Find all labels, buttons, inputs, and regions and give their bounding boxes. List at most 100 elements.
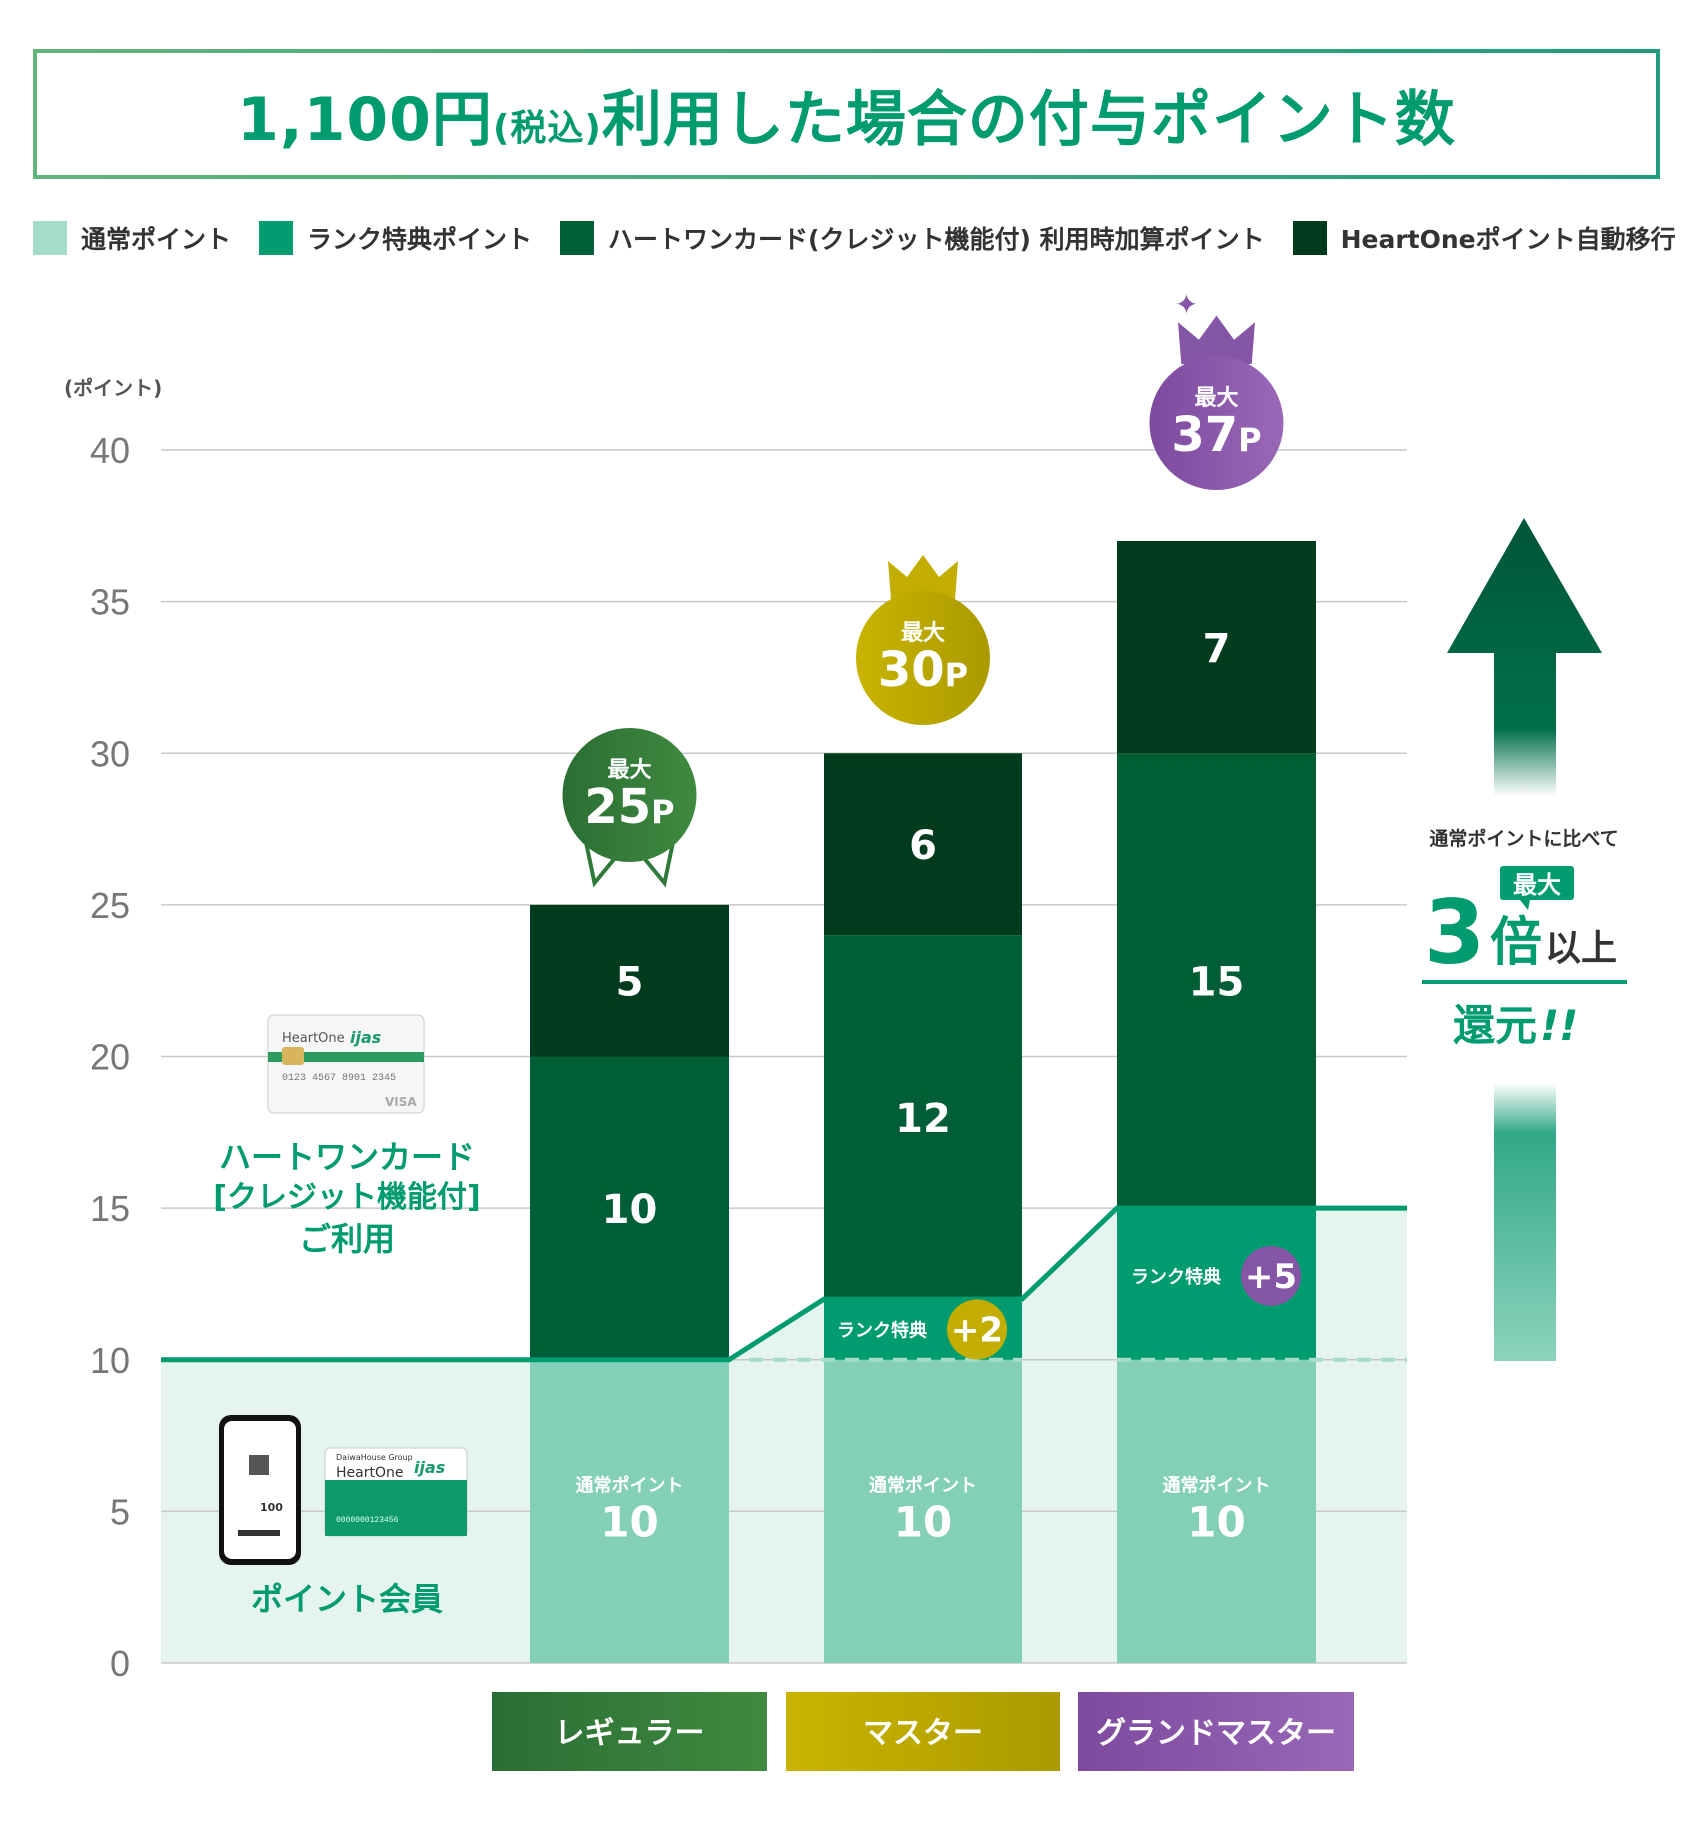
segment-label-normal: 通常ポイント xyxy=(1163,1474,1271,1496)
card-user-label-1: ハートワンカード xyxy=(219,1138,475,1176)
rank-label: レギュラー xyxy=(555,1716,705,1751)
segment-value: 12 xyxy=(895,1096,951,1142)
y-tick-label: 0 xyxy=(110,1643,130,1684)
segment-value: 6 xyxy=(909,823,937,869)
title-amount: 1,100円 xyxy=(237,84,493,155)
total-badge-unit: P xyxy=(651,793,674,831)
normal-point-step-line xyxy=(161,1205,1407,1363)
max-speech-badge: 最大 xyxy=(1500,866,1574,910)
total-badge-unit: P xyxy=(1238,421,1261,459)
up-arrow xyxy=(1447,518,1602,1361)
segment-label-rank: ランク特典 xyxy=(837,1319,927,1341)
y-tick-label: 15 xyxy=(90,1188,130,1229)
segment-value: 10 xyxy=(600,1497,658,1546)
legend: 通常ポイント ランク特典ポイント ハートワンカード(クレジット機能付) 利用時加… xyxy=(33,220,1676,256)
total-badge-prefix: 最大 xyxy=(607,758,651,783)
total-badge xyxy=(562,728,697,862)
point-card-image: DaiwaHouse Group HeartOne ijas 000000012… xyxy=(324,1447,468,1537)
rank-label-box xyxy=(786,1692,1060,1771)
point-member-label: ポイント会員 xyxy=(251,1580,443,1618)
callout-times: 倍 xyxy=(1490,913,1542,973)
rank-label: グランドマスター xyxy=(1096,1716,1336,1751)
title-suffix: 利用した場合の付与ポイント数 xyxy=(601,84,1456,155)
callout-exclaim: !! xyxy=(1540,1001,1578,1050)
legend-label: ハートワンカード(クレジット機能付) 利用時加算ポイント xyxy=(608,225,1265,254)
legend-item-credit: ハートワンカード(クレジット機能付) 利用時加算ポイント xyxy=(560,220,1265,256)
svg-text:VISA: VISA xyxy=(385,1095,417,1109)
segment-value: 15 xyxy=(1189,960,1245,1006)
bar-segment-credit xyxy=(1117,753,1316,1209)
total-badge xyxy=(856,591,990,725)
rank-bonus-badge xyxy=(947,1299,1007,1360)
y-axis-label: (ポイント) xyxy=(64,376,162,400)
rank-bonus-value: +5 xyxy=(1245,1257,1297,1297)
svg-text:HeartOne: HeartOne xyxy=(282,1031,345,1046)
y-tick-label: 20 xyxy=(90,1037,130,1078)
y-tick-label: 40 xyxy=(90,430,130,471)
card-user-label-2: [クレジット機能付] xyxy=(213,1180,480,1215)
legend-swatch xyxy=(1292,221,1327,255)
normal-area xyxy=(161,1208,1407,1663)
bar-segment-heartone xyxy=(1117,540,1316,754)
total-badge xyxy=(1149,356,1284,490)
svg-text:DaiwaHouse Group: DaiwaHouse Group xyxy=(336,1453,413,1462)
card-user-label-3: ご利用 xyxy=(299,1220,395,1258)
segment-label-rank: ランク特典 xyxy=(1131,1266,1221,1288)
segment-value: 10 xyxy=(894,1497,952,1546)
bar-segment-normal xyxy=(824,1359,1022,1663)
svg-text:ijas: ijas xyxy=(350,1028,381,1047)
bar-segment-heartone xyxy=(824,753,1022,936)
crown-icon xyxy=(888,555,958,599)
legend-item-heartone: HeartOneポイント自動移行 xyxy=(1292,220,1676,256)
legend-item-normal: 通常ポイント xyxy=(33,220,231,256)
y-tick-label: 10 xyxy=(90,1340,130,1381)
segment-value: 10 xyxy=(1187,1497,1245,1546)
callout-three: 3 xyxy=(1424,881,1485,984)
smartphone-image: 100 xyxy=(219,1415,301,1565)
bar-segment-normal xyxy=(530,1359,729,1663)
rank-bonus-badge xyxy=(1241,1245,1301,1306)
page-title: 1,100円(税込)利用した場合の付与ポイント数 xyxy=(237,71,1456,158)
rank-bonus-value: +2 xyxy=(951,1310,1003,1350)
bar-segment-credit xyxy=(530,1056,729,1360)
rank-label-box xyxy=(1078,1692,1354,1771)
segment-value: 7 xyxy=(1203,626,1231,672)
legend-swatch xyxy=(33,221,67,255)
title-tax: (税込) xyxy=(492,107,602,149)
crown-icon xyxy=(1178,315,1255,364)
rank-label: マスター xyxy=(863,1716,983,1751)
y-tick-label: 5 xyxy=(110,1491,130,1532)
y-tick-label: 35 xyxy=(90,582,130,623)
segment-label-normal: 通常ポイント xyxy=(576,1474,684,1496)
rank-label-box xyxy=(492,1692,767,1771)
bar-segment-credit xyxy=(824,935,1022,1300)
callout-more: 以上 xyxy=(1545,928,1617,969)
svg-text:0123 4567 8901 2345: 0123 4567 8901 2345 xyxy=(282,1073,396,1084)
legend-label: HeartOneポイント自動移行 xyxy=(1340,225,1676,254)
bar-segment-heartone xyxy=(530,904,729,1057)
total-badge-prefix: 最大 xyxy=(1194,386,1238,411)
callout-compare: 通常ポイントに比べて xyxy=(1429,827,1618,850)
bar-segment-normal xyxy=(1117,1359,1316,1663)
svg-text:ijas: ijas xyxy=(414,1458,445,1477)
segment-label-normal: 通常ポイント xyxy=(869,1474,977,1496)
segment-value: 5 xyxy=(616,960,644,1006)
callout-underline xyxy=(1422,980,1627,984)
title-box: 1,100円(税込)利用した場合の付与ポイント数 xyxy=(33,49,1660,179)
total-badge-unit: P xyxy=(945,656,968,694)
phone-points: 100 xyxy=(260,1501,283,1514)
svg-text:0000000123456: 0000000123456 xyxy=(336,1516,399,1525)
legend-label: 通常ポイント xyxy=(81,225,232,254)
callout-return: 還元 xyxy=(1453,1001,1537,1050)
legend-swatch xyxy=(259,221,294,255)
svg-text:HeartOne: HeartOne xyxy=(336,1465,403,1481)
callout-max: 最大 xyxy=(1513,871,1561,899)
legend-swatch xyxy=(560,221,595,255)
legend-label: ランク特典ポイント xyxy=(307,225,533,254)
credit-card-image: HeartOne ijas 0123 4567 8901 2345 VISA xyxy=(267,1014,425,1114)
legend-item-rank: ランク特典ポイント xyxy=(259,220,532,256)
total-badge-prefix: 最大 xyxy=(901,621,945,646)
segment-value: 10 xyxy=(602,1187,658,1233)
sparkle-icon: ✦ xyxy=(1175,288,1198,321)
